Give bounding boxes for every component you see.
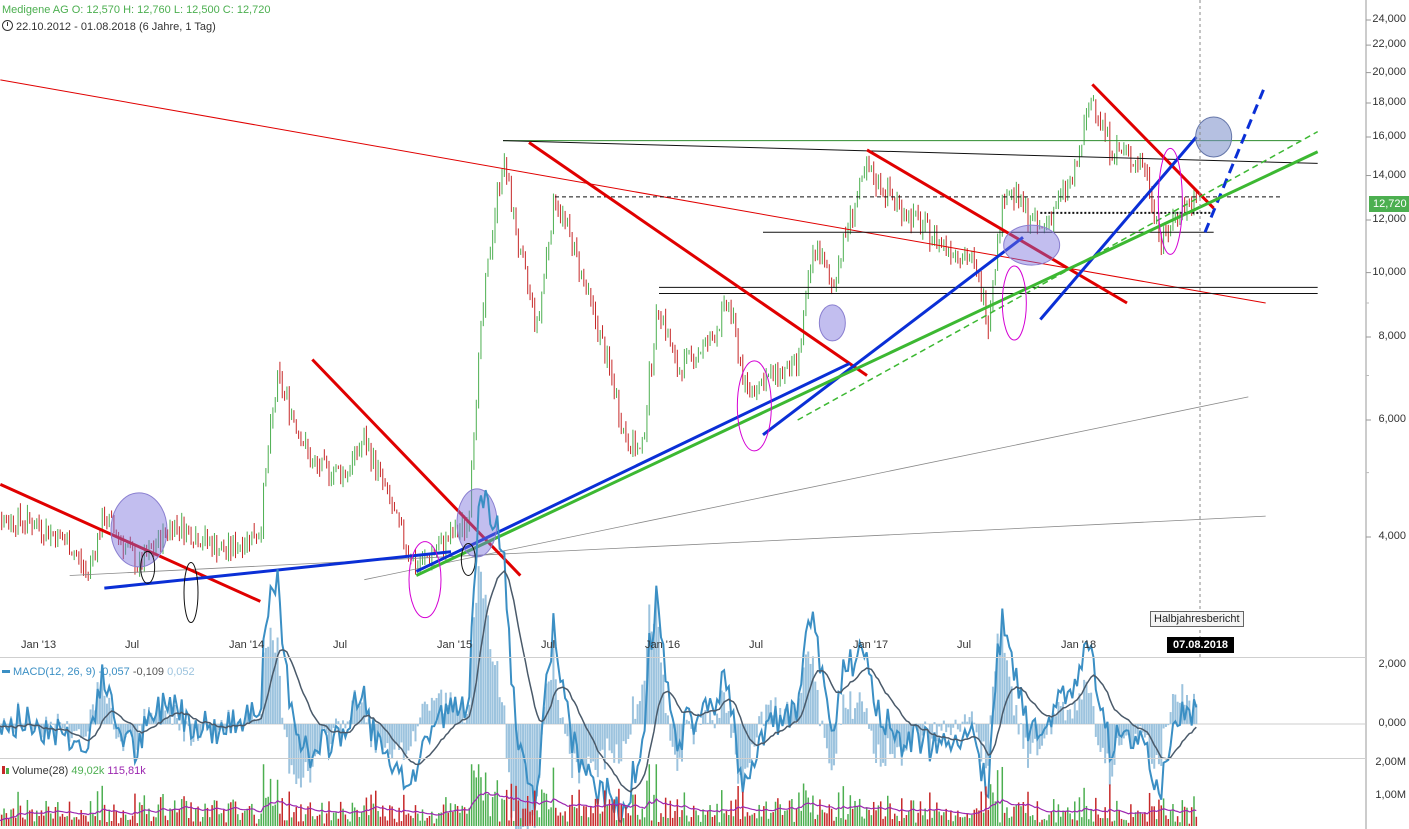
date-range-text: 22.10.2012 - 01.08.2018 (6 Jahre, 1 Tag) (16, 21, 216, 33)
price-tick: 18,000 (1372, 96, 1406, 108)
volume-legend: Volume(28) 49,02k 115,81k (2, 765, 146, 777)
pink-ellipse (1001, 265, 1027, 341)
black-ellipse (140, 550, 156, 584)
macd-signal-value: -0,109 (132, 666, 165, 678)
time-tick: Jul (125, 639, 140, 651)
last-price-tag: 12,720 (1369, 196, 1409, 212)
price-tick: 6,000 (1378, 413, 1406, 425)
red-correction-1 (0, 483, 261, 603)
volume-value: 49,02k (71, 765, 105, 777)
price-tick: 10,000 (1372, 265, 1406, 278)
blue-trend-3 (762, 236, 1024, 437)
time-tick: Jan '18 (1061, 639, 1097, 651)
blue-trend-2 (415, 362, 851, 573)
date-range: 22.10.2012 - 01.08.2018 (6 Jahre, 1 Tag) (2, 20, 216, 33)
pane-divider-volume[interactable] (0, 758, 1366, 759)
blue-trend-4 (1039, 136, 1198, 321)
time-tick: Jul (749, 639, 764, 651)
black-ellipse (460, 542, 476, 576)
event-marker[interactable]: Halbjahresbericht (1150, 611, 1244, 627)
pink-ellipse (736, 360, 772, 452)
support-line-gray-2 (364, 396, 1249, 581)
price-tick: 16,000 (1372, 129, 1406, 142)
price-tick: 12,000 (1372, 213, 1406, 225)
black-ellipse (183, 562, 199, 624)
time-tick: Jul (541, 639, 556, 651)
blue-projection (1203, 83, 1268, 233)
green-uptrend-dashed (797, 130, 1319, 421)
time-tick: Jan '14 (229, 639, 265, 651)
highlight-ellipse (1003, 224, 1061, 266)
time-tick: Jan '17 (853, 639, 889, 651)
price-tick: 22,000 (1372, 38, 1406, 51)
price-tick: 14,000 (1372, 168, 1406, 181)
macd-value: -0,057 (98, 666, 130, 678)
time-tick: Jan '16 (645, 639, 681, 651)
price-tick: 20,000 (1372, 65, 1406, 78)
support-line-gray (69, 515, 1266, 576)
time-tick: Jul (333, 639, 348, 651)
highlight-ellipse (1195, 116, 1233, 158)
volume-tick-top: 2,00M (1375, 756, 1406, 768)
time-tick: Jul (957, 639, 972, 651)
price-tick: 8,000 (1378, 329, 1406, 342)
pane-divider-macd[interactable] (0, 657, 1366, 658)
price-tick: 4,000 (1378, 530, 1406, 542)
volume-average-line (0, 791, 1197, 822)
macd-tick-zero: 0,000 (1378, 717, 1406, 729)
red-correction-3 (528, 141, 868, 377)
volume-tick-mid: 1,00M (1375, 789, 1406, 801)
pink-ellipse (1157, 147, 1183, 255)
volume-label: Volume(28) (12, 765, 69, 777)
red-correction-4 (866, 148, 1128, 305)
macd-legend: MACD(12, 26, 9) -0,057 -0,109 0,052 (2, 666, 195, 678)
resistance-line-black (502, 140, 1318, 164)
highlight-ellipse (110, 492, 168, 568)
macd-hist-value: 0,052 (167, 666, 195, 678)
highlight-ellipse (818, 304, 846, 342)
pink-ellipse (408, 541, 442, 619)
time-tick: Jan '13 (21, 639, 57, 651)
long-downtrend-line (0, 79, 1266, 304)
time-tick: Jan '15 (437, 639, 473, 651)
macd-legend-icon (2, 670, 10, 673)
crosshair-date-badge: 07.08.2018 (1167, 637, 1235, 653)
instrument-header: Medigene AG O: 12,570 H: 12,760 L: 12,50… (2, 4, 271, 16)
macd-signal-line (0, 569, 1197, 793)
volume-legend-icon (2, 766, 5, 774)
macd-tick-top: 2,000 (1378, 658, 1406, 670)
macd-label: MACD(12, 26, 9) (13, 666, 96, 678)
clock-icon (2, 20, 13, 31)
green-uptrend (415, 150, 1319, 577)
price-tick: 24,000 (1372, 13, 1406, 25)
volume-avg-value: 115,81k (107, 765, 146, 777)
macd-line (0, 489, 1198, 825)
red-correction-5 (1091, 83, 1215, 210)
